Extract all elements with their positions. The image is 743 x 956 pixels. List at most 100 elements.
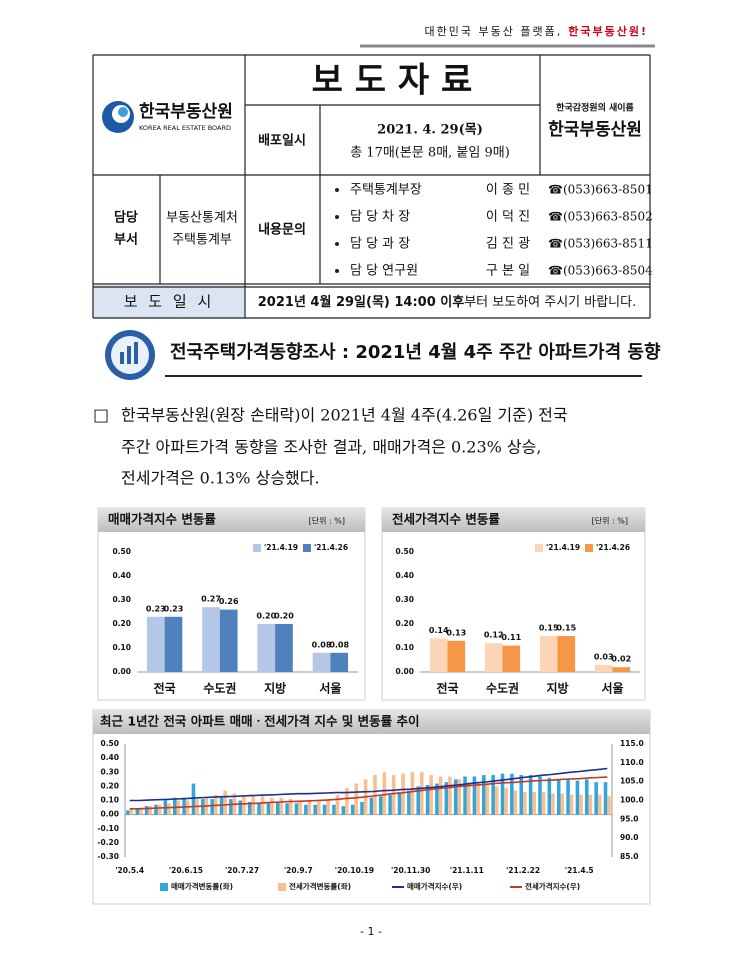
value-label: 0.12 [484, 631, 504, 640]
embargo-label: 보 도 일 시 [124, 293, 215, 311]
bar [523, 792, 527, 815]
bar [447, 640, 466, 672]
chart-title: 최근 1년간 전국 아파트 매매ㆍ전세가격 지수 및 변동률 추이 [100, 714, 420, 729]
dept-name: 부동산통계처 [166, 211, 238, 226]
bar [401, 773, 405, 815]
dept-name: 주택통계부 [172, 233, 232, 248]
bar [167, 803, 171, 815]
x-tick-label: 수도권 [203, 682, 236, 696]
y-tick-label: -0.30 [97, 852, 119, 861]
bar [448, 776, 452, 815]
paragraph-line: 한국부동산원(원장 손태락)이 2021년 4월 4주(4.26일 기준) 전국 [121, 406, 568, 425]
bar [429, 775, 433, 815]
contact-phone: ☎(053)663-8502 [548, 210, 653, 224]
legend-swatch [585, 544, 593, 552]
statistics-emblem [134, 342, 138, 364]
bar [307, 800, 312, 815]
bar [326, 799, 330, 815]
logo-sub: KOREA REAL ESTATE BOARD [139, 124, 231, 132]
bar [135, 808, 140, 815]
y2-tick-label: 85.0 [620, 852, 639, 861]
tagline-emphasis: 한국부동산원! [568, 24, 648, 38]
bar [585, 779, 589, 815]
y-tick-label: 0.50 [100, 739, 119, 748]
bar [603, 782, 608, 815]
bar [502, 645, 521, 672]
bar [575, 780, 580, 815]
bar [391, 775, 396, 815]
embargo-notice: 2021년 4월 29일(목) 14:00 이후부터 보도하여 주시기 바랍니다… [258, 294, 636, 310]
bar [466, 782, 471, 815]
bar [373, 775, 377, 815]
bar [330, 652, 349, 672]
bar [612, 667, 631, 672]
legend-swatch [160, 883, 168, 891]
logo-name: 한국부동산원 [139, 102, 233, 122]
y-tick-label: 0.00 [100, 810, 119, 819]
line [129, 767, 608, 802]
bar [219, 609, 238, 672]
heading: 전국주택가격동향조사 : 2021년 4월 4주 주간 아파트가격 동향 [170, 342, 661, 363]
x-tick-label: '20.7.27 [225, 866, 259, 875]
y-tick-label: 0.10 [395, 643, 414, 652]
bar [539, 636, 558, 672]
bar [504, 787, 508, 815]
bar [275, 624, 293, 672]
bar [157, 804, 162, 815]
contact-title: 담 당 차 장 [350, 210, 410, 225]
legend-label: '21.4.19 [546, 543, 580, 552]
y-tick-label: 0.30 [100, 767, 119, 776]
page-number: - 1 - [360, 925, 382, 938]
bar [260, 796, 265, 815]
bar [251, 796, 255, 815]
bar [288, 799, 293, 815]
bar [182, 797, 186, 815]
x-tick-label: '21.1.11 [450, 866, 484, 875]
bar [144, 806, 149, 815]
value-label: 0.20 [274, 612, 294, 621]
bar [304, 804, 308, 815]
bar [388, 794, 392, 815]
tagline-text: 대한민국 부동산 플랫폼, [425, 25, 563, 38]
contact-name: 이 종 민 [486, 183, 530, 198]
y-tick-label: -0.20 [97, 838, 119, 847]
bar [547, 777, 552, 815]
bullet [335, 242, 339, 246]
bar [484, 643, 503, 672]
bar [275, 801, 280, 815]
bar [378, 796, 383, 815]
x-tick-label: 전국 [436, 681, 458, 696]
y2-tick-label: 100.0 [620, 796, 644, 805]
chart-title: 매매가격지수 변동률 [108, 512, 216, 527]
bar [146, 616, 165, 672]
bar [312, 652, 331, 672]
bar [597, 794, 602, 815]
bar [148, 806, 152, 815]
bar [420, 772, 424, 815]
release-table [92, 54, 651, 319]
statistics-emblem [127, 346, 131, 364]
bar [129, 808, 134, 815]
contact-name: 구 본 일 [486, 264, 530, 279]
value-label: 0.08 [329, 640, 349, 649]
bar [532, 792, 536, 815]
bar [566, 779, 570, 815]
bar [223, 790, 227, 815]
embargo-time: 2021년 4월 29일(목) 14:00 이후 [258, 294, 464, 310]
chart-unit: [단위 : %] [592, 516, 628, 526]
legend-label: '21.4.26 [596, 543, 630, 552]
y2-tick-label: 115.0 [620, 739, 644, 748]
value-label: 0.14 [429, 626, 449, 635]
charts: 매매가격지수 변동률 [단위 : %] 0.00 0.10 0.20 0.30 0.40 0.… [92, 507, 651, 905]
bar [528, 775, 533, 815]
bar [210, 799, 214, 815]
dept-label: 부서 [114, 233, 138, 248]
bar [247, 801, 252, 815]
chart-title-bar [98, 508, 365, 532]
bar [519, 775, 524, 815]
value-label: 0.27 [201, 595, 221, 604]
legend-label: '21.4.19 [264, 543, 298, 552]
bar [594, 664, 613, 672]
value-label: 0.11 [501, 633, 521, 642]
